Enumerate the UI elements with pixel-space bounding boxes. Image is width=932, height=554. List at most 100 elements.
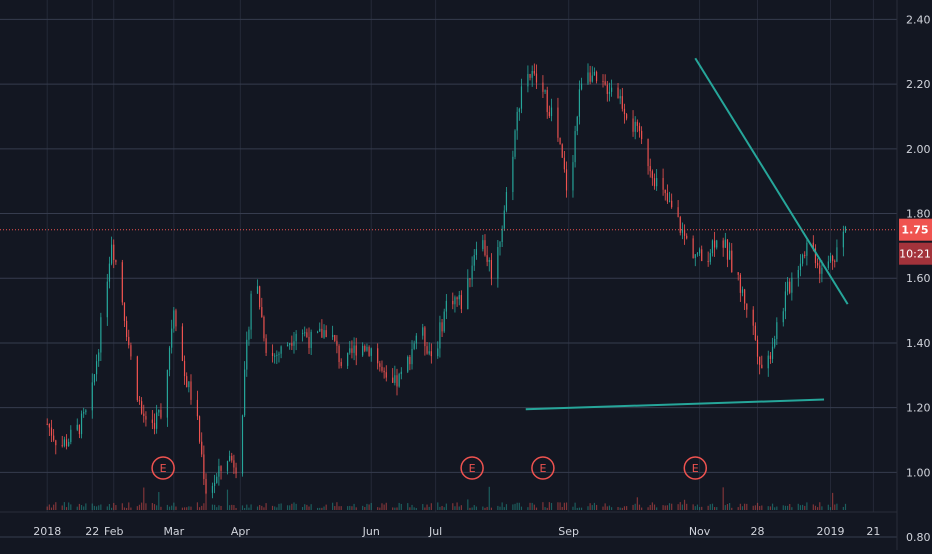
candle-body[interactable] xyxy=(761,364,763,369)
candle-body[interactable] xyxy=(216,476,218,483)
candle-body[interactable] xyxy=(340,362,342,366)
candle-body[interactable] xyxy=(214,482,216,486)
candle-body[interactable] xyxy=(295,333,297,342)
candle-body[interactable] xyxy=(458,295,460,300)
candle-body[interactable] xyxy=(98,352,100,362)
candle-body[interactable] xyxy=(641,130,643,140)
candle-body[interactable] xyxy=(126,320,128,337)
candle-body[interactable] xyxy=(482,240,484,250)
candle-body[interactable] xyxy=(48,424,50,428)
candle-body[interactable] xyxy=(121,262,123,303)
candle-body[interactable] xyxy=(454,297,456,305)
candle-body[interactable] xyxy=(306,332,308,338)
candle-body[interactable] xyxy=(430,351,432,357)
candle-body[interactable] xyxy=(535,73,538,83)
candle-body[interactable] xyxy=(85,410,87,413)
candle-body[interactable] xyxy=(304,332,306,334)
candle-body[interactable] xyxy=(548,112,550,117)
candle-body[interactable] xyxy=(61,445,63,447)
candle-body[interactable] xyxy=(501,228,503,243)
candle-body[interactable] xyxy=(683,229,686,236)
candle-body[interactable] xyxy=(83,412,85,414)
candle-body[interactable] xyxy=(336,340,338,346)
candle-body[interactable] xyxy=(205,478,207,493)
candle-body[interactable] xyxy=(550,107,553,117)
candle-body[interactable] xyxy=(514,130,516,157)
candle-body[interactable] xyxy=(276,354,278,356)
candle-body[interactable] xyxy=(244,369,246,416)
candle-body[interactable] xyxy=(518,108,520,112)
candle-body[interactable] xyxy=(471,265,473,280)
candle-body[interactable] xyxy=(256,286,259,294)
candle-body[interactable] xyxy=(576,116,578,132)
candle-body[interactable] xyxy=(649,166,651,172)
candle-body[interactable] xyxy=(722,240,724,248)
trendline[interactable] xyxy=(694,57,849,305)
candle-body[interactable] xyxy=(78,424,80,435)
candle-body[interactable] xyxy=(827,261,829,268)
candle-body[interactable] xyxy=(439,322,441,349)
candle-body[interactable] xyxy=(91,382,93,411)
candle-body[interactable] xyxy=(138,400,141,402)
candlesticks[interactable] xyxy=(46,63,847,499)
candle-body[interactable] xyxy=(520,86,523,109)
candle-body[interactable] xyxy=(168,347,171,370)
candle-body[interactable] xyxy=(351,348,353,353)
candle-body[interactable] xyxy=(362,345,364,356)
candle-body[interactable] xyxy=(714,240,716,248)
candle-body[interactable] xyxy=(617,87,619,99)
candle-body[interactable] xyxy=(653,178,656,187)
candle-body[interactable] xyxy=(531,70,533,78)
candle-body[interactable] xyxy=(188,381,190,388)
candle-body[interactable] xyxy=(591,75,593,82)
candle-body[interactable] xyxy=(467,278,469,310)
candle-body[interactable] xyxy=(636,121,638,126)
candle-body[interactable] xyxy=(460,295,462,310)
candle-body[interactable] xyxy=(832,256,834,261)
candle-body[interactable] xyxy=(286,344,289,347)
candle-body[interactable] xyxy=(819,265,821,274)
candle-body[interactable] xyxy=(411,348,413,365)
trendline[interactable] xyxy=(525,398,825,411)
trendlines[interactable] xyxy=(525,57,849,411)
candle-body[interactable] xyxy=(428,351,430,354)
candle-body[interactable] xyxy=(392,377,394,383)
candle-body[interactable] xyxy=(394,375,396,383)
candle-body[interactable] xyxy=(692,238,694,259)
candle-body[interactable] xyxy=(804,254,806,256)
candle-body[interactable] xyxy=(158,409,160,413)
candle-body[interactable] xyxy=(799,263,802,270)
candle-body[interactable] xyxy=(701,249,703,262)
candle-body[interactable] xyxy=(503,210,505,229)
candle-body[interactable] xyxy=(563,157,565,170)
candle-body[interactable] xyxy=(145,416,147,420)
candle-body[interactable] xyxy=(151,419,153,423)
candle-body[interactable] xyxy=(413,343,415,349)
candle-body[interactable] xyxy=(218,466,220,477)
candle-body[interactable] xyxy=(724,239,726,248)
candle-body[interactable] xyxy=(565,169,568,191)
candle-body[interactable] xyxy=(46,423,48,425)
candle-body[interactable] xyxy=(364,345,366,351)
candle-body[interactable] xyxy=(381,366,383,371)
candle-body[interactable] xyxy=(68,441,70,447)
candle-body[interactable] xyxy=(424,327,426,347)
candle-body[interactable] xyxy=(621,96,623,109)
candle-body[interactable] xyxy=(812,242,814,249)
earnings-marker[interactable] xyxy=(531,456,555,480)
candle-body[interactable] xyxy=(789,281,791,293)
candle-body[interactable] xyxy=(80,413,83,435)
candle-body[interactable] xyxy=(709,253,711,262)
candle-body[interactable] xyxy=(452,300,454,305)
candle-body[interactable] xyxy=(608,91,611,94)
candle-body[interactable] xyxy=(604,81,606,85)
candle-body[interactable] xyxy=(229,455,231,462)
candle-body[interactable] xyxy=(623,108,626,115)
candle-body[interactable] xyxy=(817,263,819,266)
candle-body[interactable] xyxy=(334,335,336,341)
candle-body[interactable] xyxy=(681,229,683,233)
candle-body[interactable] xyxy=(338,345,340,363)
candle-body[interactable] xyxy=(593,72,596,76)
candle-body[interactable] xyxy=(274,355,276,357)
